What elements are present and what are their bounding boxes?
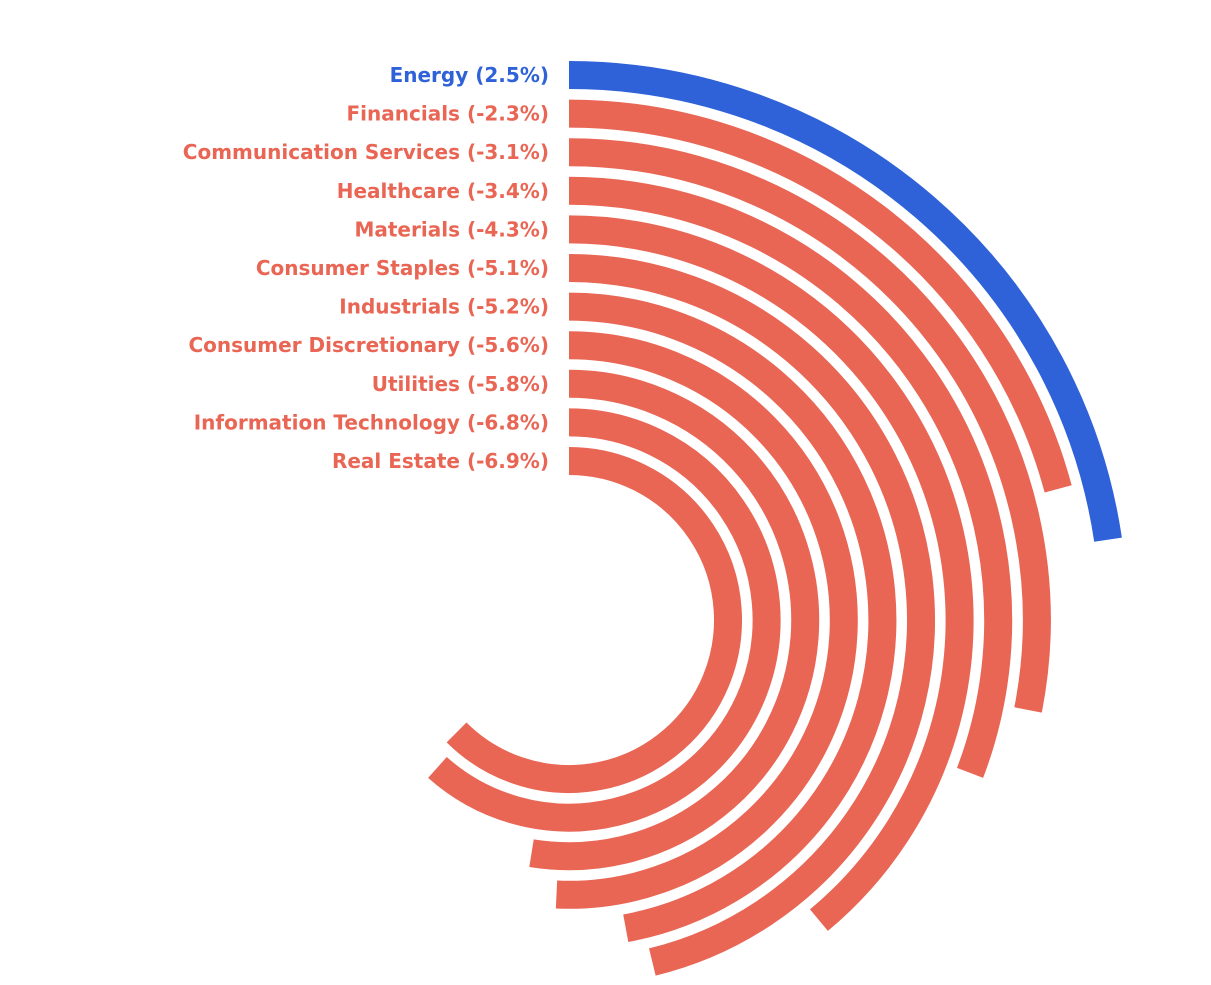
radial-bar <box>568 61 1122 542</box>
bar-label: Energy (2.5%) <box>390 63 549 87</box>
category-label: Utilities <box>372 371 460 395</box>
radial-bar <box>568 215 974 931</box>
bar-label: Consumer Staples (-5.1%) <box>256 256 549 280</box>
bar-label: Utilities (-5.8%) <box>372 371 549 395</box>
category-label: Real Estate <box>332 449 460 473</box>
value-label: (-5.8%) <box>467 371 549 395</box>
value-label: (-5.2%) <box>467 294 549 318</box>
radial-bar <box>568 138 1051 713</box>
value-label: (-2.3%) <box>467 101 549 125</box>
category-label: Industrials <box>339 294 460 318</box>
value-label: (-3.4%) <box>467 178 549 202</box>
bar-label: Financials (-2.3%) <box>347 101 550 125</box>
radial-bar <box>446 447 742 793</box>
value-label: (-6.8%) <box>467 410 549 434</box>
category-label: Communication Services <box>183 140 460 164</box>
value-label: (-4.3%) <box>467 217 549 241</box>
bar-label: Communication Services (-3.1%) <box>183 140 549 164</box>
bar-label: Industrials (-5.2%) <box>339 294 549 318</box>
category-label: Information Technology <box>194 410 460 434</box>
value-label: (-6.9%) <box>467 449 549 473</box>
value-label: (-5.6%) <box>467 333 549 357</box>
category-label: Materials <box>354 217 460 241</box>
radial-bar <box>555 331 858 909</box>
bar-label: Consumer Discretionary (-5.6%) <box>189 333 550 357</box>
bar-label: Materials (-4.3%) <box>354 217 549 241</box>
radial-bar <box>568 254 935 976</box>
category-label: Energy <box>390 63 469 87</box>
radial-bar <box>568 292 897 942</box>
radial-bar <box>428 408 781 832</box>
value-label: (-3.1%) <box>467 140 549 164</box>
bar-label: Healthcare (-3.4%) <box>337 178 549 202</box>
bar-label: Real Estate (-6.9%) <box>332 449 549 473</box>
value-label: (-5.1%) <box>467 256 549 280</box>
value-label: (2.5%) <box>475 63 549 87</box>
radial-bar <box>568 176 1013 778</box>
category-label: Consumer Staples <box>256 256 460 280</box>
radial-bar <box>568 99 1072 493</box>
category-label: Consumer Discretionary <box>189 333 460 357</box>
radial-bar <box>529 369 820 871</box>
bar-label: Information Technology (-6.8%) <box>194 410 549 434</box>
category-label: Financials <box>347 101 460 125</box>
category-label: Healthcare <box>337 178 460 202</box>
